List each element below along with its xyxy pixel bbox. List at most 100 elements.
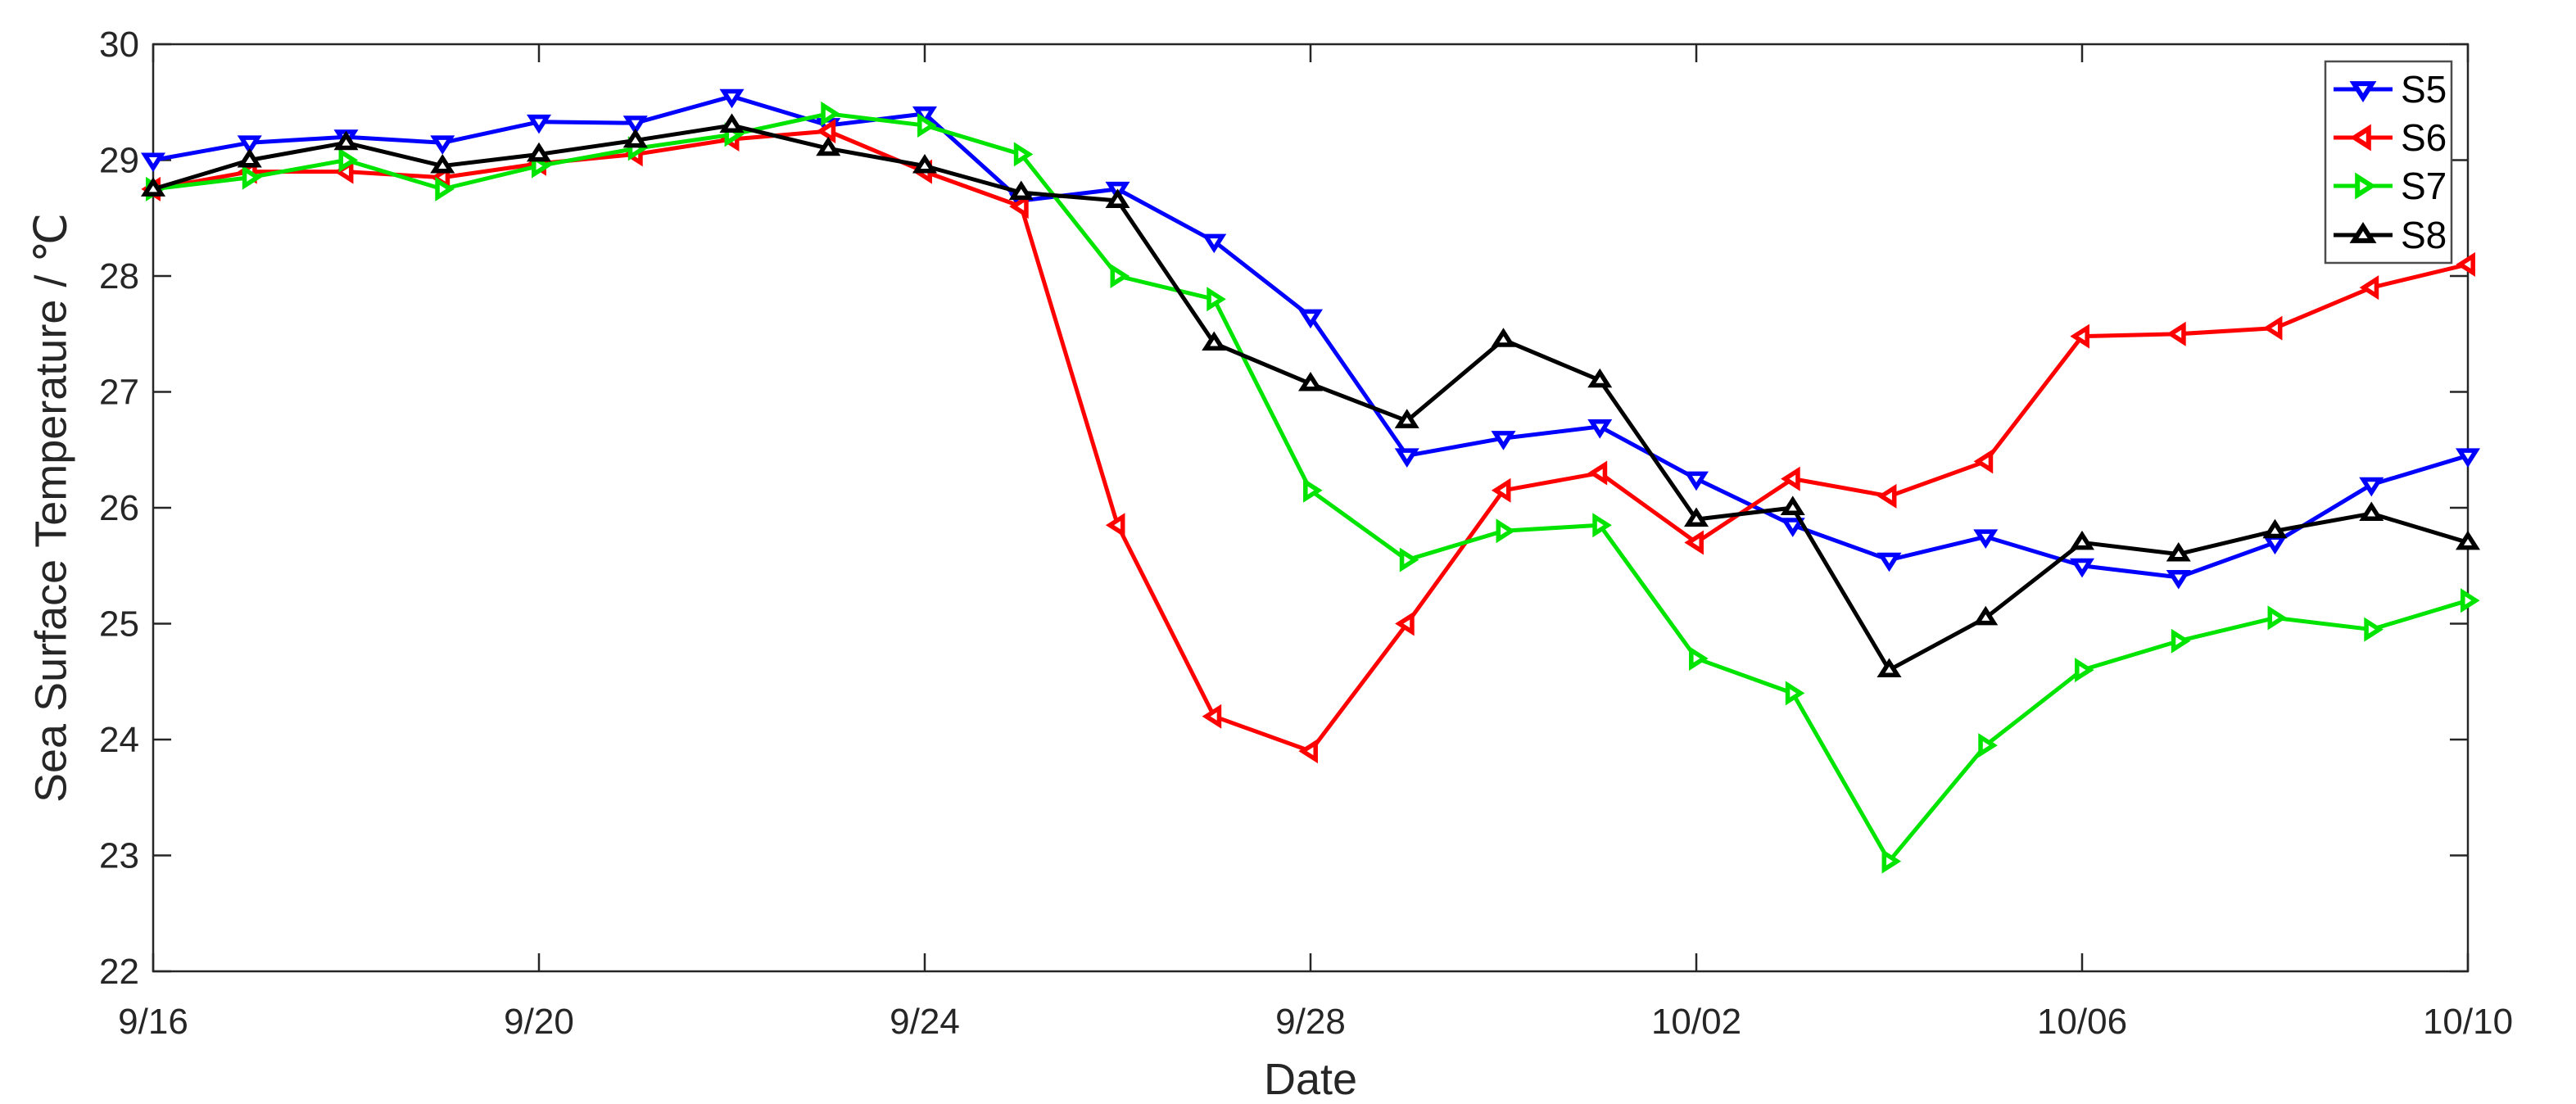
legend-label-S6: S6 [2401,116,2447,159]
marker-S5-9/16 [140,152,166,173]
marker-S8-9/16 [140,177,166,197]
x-tick-label-9/24: 9/24 [890,1002,960,1042]
marker-S8-9/30 [1491,328,1516,347]
marker-S6-10/02 [1684,530,1704,555]
marker-S8-9/17 [237,147,262,168]
marker-S8-9/27 [1202,331,1227,351]
marker-S6-9/27 [1202,704,1222,729]
marker-S6-10/06 [2070,324,2089,349]
marker-S7-10/03 [1785,681,1805,706]
marker-S5-10/08 [2262,535,2288,555]
marker-S8-10/02 [1683,507,1709,527]
marker-S6-9/29 [1395,611,1415,636]
legend-marker-S7 [2355,172,2377,200]
y-tick-label-28: 28 [99,256,139,296]
marker-S7-9/20 [532,153,551,179]
legend-marker-S5 [2349,81,2377,103]
y-tick-label-25: 25 [99,604,139,645]
marker-S7-10/09 [2364,617,2384,642]
marker-S5-9/21 [622,115,648,135]
marker-S6-10/03 [1781,466,1800,491]
marker-S8-10/06 [2069,530,2095,550]
marker-S8-9/23 [816,136,841,156]
series-line-S8 [152,123,2469,672]
marker-S5-9/20 [526,114,552,134]
marker-S8-10/08 [2262,518,2288,539]
marker-S7-9/30 [1496,518,1516,544]
marker-S7-9/26 [1110,263,1130,289]
marker-S8-10/04 [1877,658,1902,678]
marker-S7-10/10 [2461,588,2480,613]
marker-S8-9/18 [333,130,359,151]
y-tick-label-29: 29 [99,141,139,181]
marker-S5-10/05 [1973,529,1999,549]
marker-S8-10/09 [2359,501,2384,522]
marker-S8-10/05 [1973,605,1999,626]
x-tick-label-10/06: 10/06 [2037,1002,2127,1042]
marker-S7-10/06 [2075,658,2094,683]
marker-S5-10/09 [2359,477,2384,497]
marker-S7-9/24 [917,113,937,138]
y-tick-label-23: 23 [99,836,139,876]
legend-marker-S6 [2349,124,2371,152]
marker-S8-10/07 [2166,541,2191,562]
marker-S6-10/07 [2166,321,2186,346]
marker-S8-10/01 [1587,368,1613,388]
x-tick-label-10/10: 10/10 [2423,1002,2513,1042]
marker-S8-9/21 [622,128,648,148]
marker-S7-10/01 [1592,513,1612,538]
marker-S5-10/06 [2069,558,2095,578]
marker-S7-10/04 [1881,848,1902,874]
marker-S8-9/22 [719,113,745,133]
marker-S7-10/07 [2171,628,2191,654]
marker-S7-9/17 [242,165,262,190]
x-axis-label: Date [1263,1055,1358,1104]
y-tick-label-26: 26 [99,488,139,528]
marker-S6-10/04 [1877,483,1897,509]
marker-S6-10/08 [2262,315,2283,341]
marker-S8-9/19 [430,153,455,174]
y-axis-label: Sea Surface Temperature / ℃ [26,212,76,803]
marker-S8-9/25 [1008,180,1034,201]
marker-S7-10/05 [1978,733,1998,758]
marker-S8-10/03 [1780,495,1805,515]
y-tick-label-30: 30 [99,25,139,65]
marker-S6-10/09 [2359,275,2379,301]
marker-S5-9/19 [430,135,455,155]
marker-S7-9/23 [821,101,840,126]
marker-S7-10/08 [2267,605,2288,631]
marker-S7-9/19 [435,176,455,201]
marker-S8-9/20 [526,142,552,162]
marker-S7-9/29 [1399,547,1419,572]
marker-S5-10/10 [2455,448,2481,468]
y-tick-label-27: 27 [99,373,139,413]
marker-S5-10/03 [1780,518,1805,537]
marker-S8-9/29 [1394,409,1419,428]
y-tick-label-22: 22 [99,952,139,992]
marker-S6-9/26 [1105,513,1125,538]
x-tick-label-9/28: 9/28 [1275,1002,1346,1042]
marker-S6-9/28 [1298,739,1318,764]
marker-S6-10/10 [2456,251,2475,277]
y-tick-label-24: 24 [99,720,139,760]
marker-S7-10/02 [1689,645,1709,671]
marker-S6-9/25 [1009,194,1029,219]
marker-S5-9/29 [1394,448,1419,468]
marker-S5-9/17 [237,135,262,155]
marker-S5-9/28 [1297,309,1324,329]
x-tick-label-9/20: 9/20 [504,1002,574,1042]
marker-S7-9/27 [1207,287,1226,312]
marker-S5-9/24 [912,106,938,126]
marker-S7-9/28 [1303,477,1323,503]
marker-S5-9/30 [1491,431,1516,450]
marker-S5-10/04 [1877,552,1902,572]
legend-label-S5: S5 [2401,68,2447,111]
marker-S8-9/24 [912,153,938,174]
marker-S6-10/01 [1587,460,1608,486]
legend-box [2324,60,2453,265]
marker-S5-9/22 [719,88,745,109]
x-tick-label-10/02: 10/02 [1651,1002,1741,1042]
marker-S5-10/01 [1587,419,1613,439]
legend-label-S7: S7 [2401,165,2447,207]
